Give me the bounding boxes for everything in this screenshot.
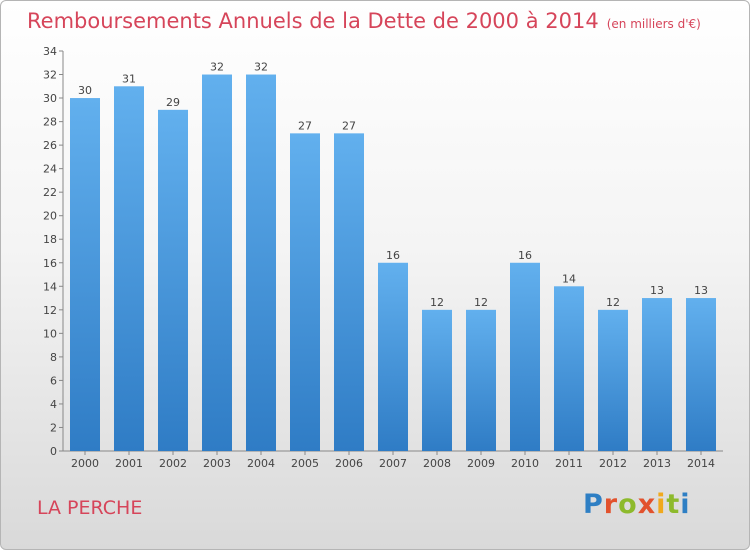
chart-title-text: Remboursements Annuels de la Dette de 20… — [27, 9, 599, 33]
data-labels-group: 30 31 29 32 32 27 27 16 12 12 16 14 12 13 13 — [78, 61, 708, 309]
logo-letter: r — [603, 489, 619, 520]
x-tick-label-2002: 2002 — [159, 457, 187, 470]
x-tick-label-2003: 2003 — [203, 457, 231, 470]
bar-2011 — [554, 286, 584, 451]
x-tick-label-2005: 2005 — [291, 457, 319, 470]
x-tick-label-2007: 2007 — [379, 457, 407, 470]
x-tick-label-2006: 2006 — [335, 457, 363, 470]
y-tick-label: 22 — [43, 186, 57, 199]
data-label-2014: 13 — [694, 284, 708, 297]
chart-title: Remboursements Annuels de la Dette de 20… — [27, 9, 701, 33]
y-tick-label: 10 — [43, 327, 57, 340]
data-label-2010: 16 — [518, 249, 532, 262]
logo-letter: o — [618, 489, 638, 520]
data-label-2009: 12 — [474, 296, 488, 309]
y-tick-label: 12 — [43, 304, 57, 317]
x-tick-label-2012: 2012 — [599, 457, 627, 470]
y-tick-label: 2 — [50, 421, 57, 434]
data-label-2003: 32 — [210, 61, 224, 74]
x-tick-label-2008: 2008 — [423, 457, 451, 470]
y-tick-label: 6 — [50, 374, 57, 387]
bar-2004 — [246, 74, 276, 451]
y-tick-label: 14 — [43, 280, 57, 293]
logo-letter: t — [666, 489, 681, 520]
x-tick-label-2010: 2010 — [511, 457, 539, 470]
data-label-2001: 31 — [122, 72, 136, 85]
data-label-2013: 13 — [650, 284, 664, 297]
bar-2001 — [114, 86, 144, 451]
bar-2000 — [70, 98, 100, 451]
bar-2005 — [290, 133, 320, 451]
x-tick-label-2009: 2009 — [467, 457, 495, 470]
bar-2003 — [202, 74, 232, 451]
y-tick-label: 32 — [43, 69, 57, 82]
x-tick-label-2014: 2014 — [687, 457, 715, 470]
y-tick-label: 28 — [43, 116, 57, 129]
chart-unit: (en milliers d'€) — [606, 17, 701, 31]
bar-2008 — [422, 309, 452, 451]
data-label-2006: 27 — [342, 119, 356, 132]
data-label-2011: 14 — [562, 272, 576, 285]
proxiti-logo: Proxiti — [583, 489, 691, 520]
x-tick-label-2013: 2013 — [643, 457, 671, 470]
bar-2002 — [158, 109, 188, 451]
data-label-2012: 12 — [606, 296, 620, 309]
y-tick-label: 0 — [50, 445, 57, 458]
y-tick-label: 24 — [43, 163, 57, 176]
x-tick-label-2001: 2001 — [115, 457, 143, 470]
data-label-2007: 16 — [386, 249, 400, 262]
data-label-2008: 12 — [430, 296, 444, 309]
data-label-2004: 32 — [254, 61, 268, 74]
x-axis: 2000 2001 2002 2003 2004 2005 2006 2007 2008 2009… — [63, 450, 723, 470]
x-tick-label-2000: 2000 — [71, 457, 99, 470]
data-label-2005: 27 — [298, 119, 312, 132]
data-label-2002: 29 — [166, 96, 180, 109]
y-tick-label: 16 — [43, 257, 57, 270]
y-tick-label: 8 — [50, 351, 57, 364]
bar-2009 — [466, 309, 496, 451]
bars-group — [70, 74, 716, 451]
bar-2010 — [510, 262, 540, 451]
bar-2006 — [334, 133, 364, 451]
logo-letter: i — [680, 489, 691, 520]
y-tick-label: 20 — [43, 210, 57, 223]
y-tick-label: 4 — [50, 398, 57, 411]
bar-2012 — [598, 309, 628, 451]
logo-letter: i — [656, 489, 667, 520]
x-tick-label-2004: 2004 — [247, 457, 275, 470]
y-tick-label: 34 — [43, 45, 57, 58]
logo-letter: x — [637, 489, 657, 520]
x-tick-label-2011: 2011 — [555, 457, 583, 470]
data-label-2000: 30 — [78, 84, 92, 97]
y-tick-label: 26 — [43, 139, 57, 152]
y-tick-label: 30 — [43, 92, 57, 105]
bar-2013 — [642, 298, 672, 451]
city-name: LA PERCHE — [37, 497, 143, 519]
y-tick-label: 18 — [43, 233, 57, 246]
bar-2007 — [378, 262, 408, 451]
bar-2014 — [686, 298, 716, 451]
logo-letter: P — [583, 489, 604, 520]
